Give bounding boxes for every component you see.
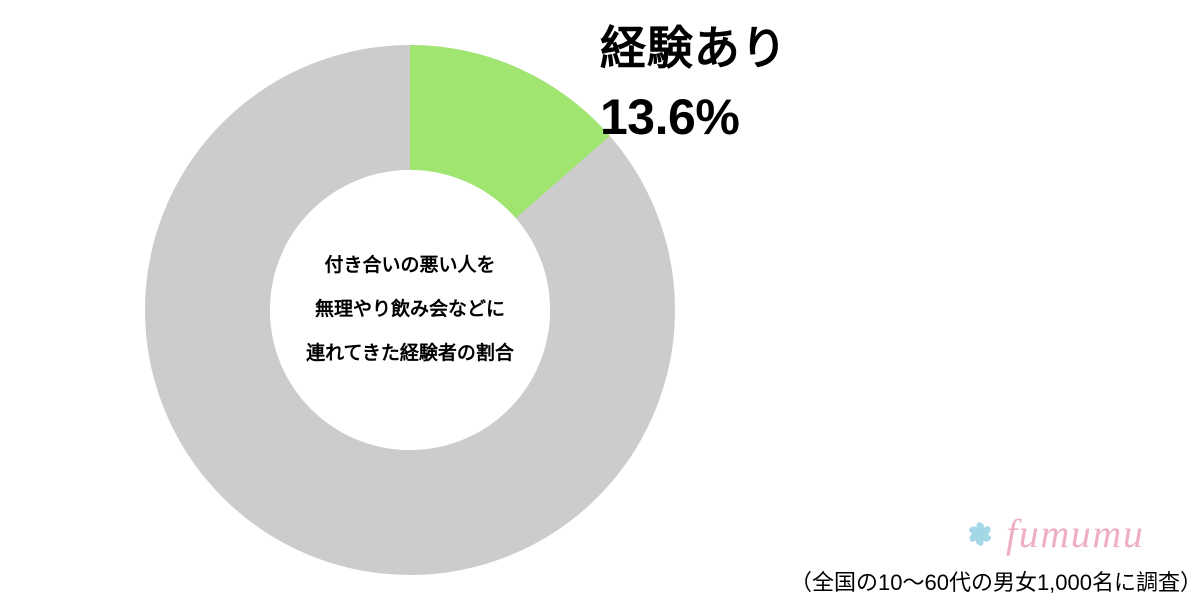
highlight-title: 経験あり — [600, 12, 788, 78]
center-line-1: 付き合いの悪い人を — [280, 244, 540, 288]
brand-logo: fumumu — [960, 510, 1145, 557]
center-line-3: 連れてきた経験者の割合 — [280, 332, 540, 376]
brand-text: fumumu — [1006, 510, 1145, 557]
highlight-value: 13.6% — [600, 88, 788, 146]
highlight-label: 経験あり 13.6% — [600, 12, 788, 146]
survey-footnote: （全国の10〜60代の男女1,000名に調査） — [790, 565, 1200, 597]
brand-mark-icon — [960, 514, 1000, 554]
center-line-2: 無理やり飲み会などに — [280, 288, 540, 332]
donut-center-text: 付き合いの悪い人を 無理やり飲み会などに 連れてきた経験者の割合 — [280, 244, 540, 375]
